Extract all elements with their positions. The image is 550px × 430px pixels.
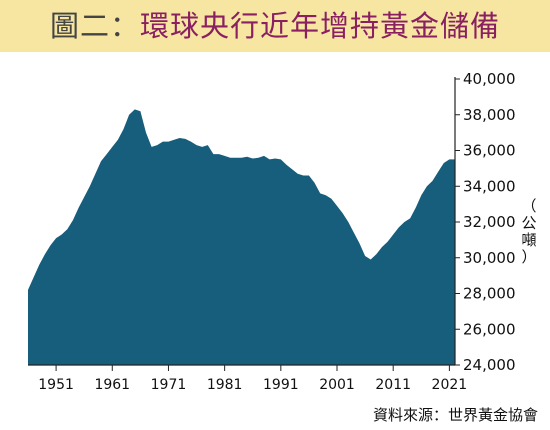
x-tick-labels: 1951 1961 1971 1981 1991 2001 2011 2021 xyxy=(38,377,467,393)
x-tick-label: 2011 xyxy=(375,377,411,393)
y-tick-label: 36,000 xyxy=(463,142,516,160)
chart-title: 圖二：環球央行近年增持黃金儲備 xyxy=(0,8,550,44)
y-tick-label: 24,000 xyxy=(463,356,516,374)
y-tick-label: 32,000 xyxy=(463,213,516,231)
title-prefix: 圖二： xyxy=(49,9,140,43)
y-axis-label: （公噸） xyxy=(521,197,537,266)
y-tick-label: 26,000 xyxy=(463,320,516,338)
x-tick-label: 2001 xyxy=(319,377,355,393)
x-tick-label: 2021 xyxy=(432,377,468,393)
y-tick-labels: 24,000 26,000 28,000 30,000 32,000 34,000 36,0… xyxy=(463,70,516,374)
axis-layer xyxy=(28,77,460,371)
x-tick-label: 1981 xyxy=(207,377,243,393)
x-tick-label: 1951 xyxy=(38,377,74,393)
area-layer xyxy=(28,109,455,366)
y-tick-label: 30,000 xyxy=(463,249,516,267)
source-note: 資料來源：世界黃金協會 xyxy=(372,406,538,424)
y-tick-label: 40,000 xyxy=(463,70,516,88)
gold-reserves-chart: 24,000 26,000 28,000 30,000 32,000 34,000 36,0… xyxy=(28,70,516,393)
x-tick-label: 1961 xyxy=(94,377,130,393)
title-bar xyxy=(0,0,550,52)
y-tick-label: 34,000 xyxy=(463,177,516,195)
x-tick-label: 1991 xyxy=(263,377,299,393)
title-main: 環球央行近年增持黃金儲備 xyxy=(140,9,501,43)
y-tick-label: 38,000 xyxy=(463,106,516,124)
gold-reserves-area xyxy=(28,109,455,366)
x-tick-label: 1971 xyxy=(151,377,187,393)
y-tick-label: 28,000 xyxy=(463,285,516,303)
